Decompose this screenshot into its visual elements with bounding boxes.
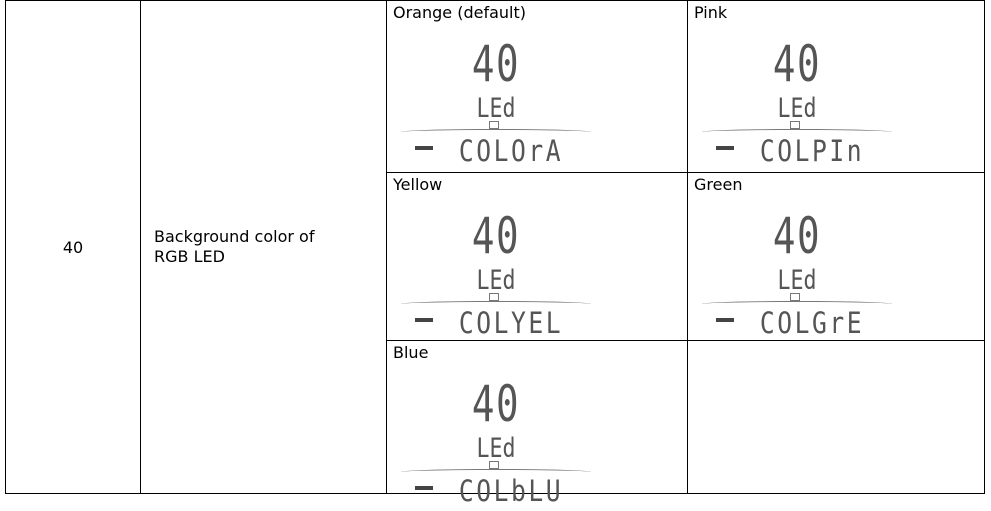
setting-number: 40 — [5, 0, 141, 494]
lcd-value: 40 — [772, 207, 822, 265]
settings-table: 40 Background color of RGB LED Orange (d… — [5, 0, 985, 508]
option-cell: Yellow 40 LEd COLYEL — [386, 172, 688, 343]
lcd-unit: LEd — [476, 433, 516, 464]
lcd-divider — [401, 129, 591, 135]
description-text: Background color of RGB LED — [154, 227, 315, 266]
empty-cell — [687, 340, 985, 494]
option-label: Orange (default) — [393, 3, 526, 22]
lcd-value: 40 — [471, 207, 521, 265]
lcd-unit: LEd — [476, 265, 516, 296]
lcd-divider — [401, 469, 591, 475]
lcd-divider — [702, 301, 892, 307]
lcd-code: COLOrA — [458, 134, 564, 168]
lcd-divider — [702, 129, 892, 135]
lcd-icon — [790, 121, 800, 129]
lcd-display: 40 LEd COLYEL — [401, 173, 591, 343]
lcd-unit: LEd — [777, 93, 817, 124]
option-cell: Green 40 LEd COLGrE — [687, 172, 985, 343]
lcd-setting-icon — [415, 146, 433, 150]
lcd-display: 40 LEd COLOrA — [401, 1, 591, 171]
lcd-code: COLGrE — [759, 306, 865, 340]
option-label: Pink — [694, 3, 728, 22]
lcd-setting-icon — [716, 318, 734, 322]
option-label: Blue — [393, 343, 429, 362]
lcd-icon — [489, 121, 499, 129]
lcd-icon — [790, 293, 800, 301]
lcd-value: 40 — [772, 35, 822, 93]
lcd-icon — [489, 293, 499, 301]
lcd-value: 40 — [471, 35, 521, 93]
lcd-setting-icon — [716, 146, 734, 150]
lcd-display: 40 LEd COLGrE — [702, 173, 892, 343]
lcd-code: COLYEL — [458, 306, 564, 340]
lcd-display: 40 LEd COLPIn — [702, 1, 892, 171]
lcd-divider — [401, 301, 591, 307]
lcd-code: COLPIn — [759, 134, 865, 168]
lcd-display: 40 LEd COLbLU — [401, 341, 591, 511]
page: 40 Background color of RGB LED Orange (d… — [5, 0, 985, 508]
option-cell: Blue 40 LEd COLbLU — [386, 340, 688, 508]
setting-description: Background color of RGB LED — [140, 0, 387, 494]
lcd-unit: LEd — [476, 93, 516, 124]
option-cell: Pink 40 LEd COLPIn — [687, 0, 985, 173]
option-label: Yellow — [393, 175, 443, 194]
lcd-code: COLbLU — [458, 474, 564, 508]
option-label: Green — [694, 175, 743, 194]
lcd-value: 40 — [471, 375, 521, 433]
lcd-icon — [489, 461, 499, 469]
lcd-unit: LEd — [777, 265, 817, 296]
lcd-setting-icon — [415, 318, 433, 322]
option-cell: Orange (default) 40 LEd COLOrA — [386, 0, 688, 173]
lcd-setting-icon — [415, 486, 433, 490]
